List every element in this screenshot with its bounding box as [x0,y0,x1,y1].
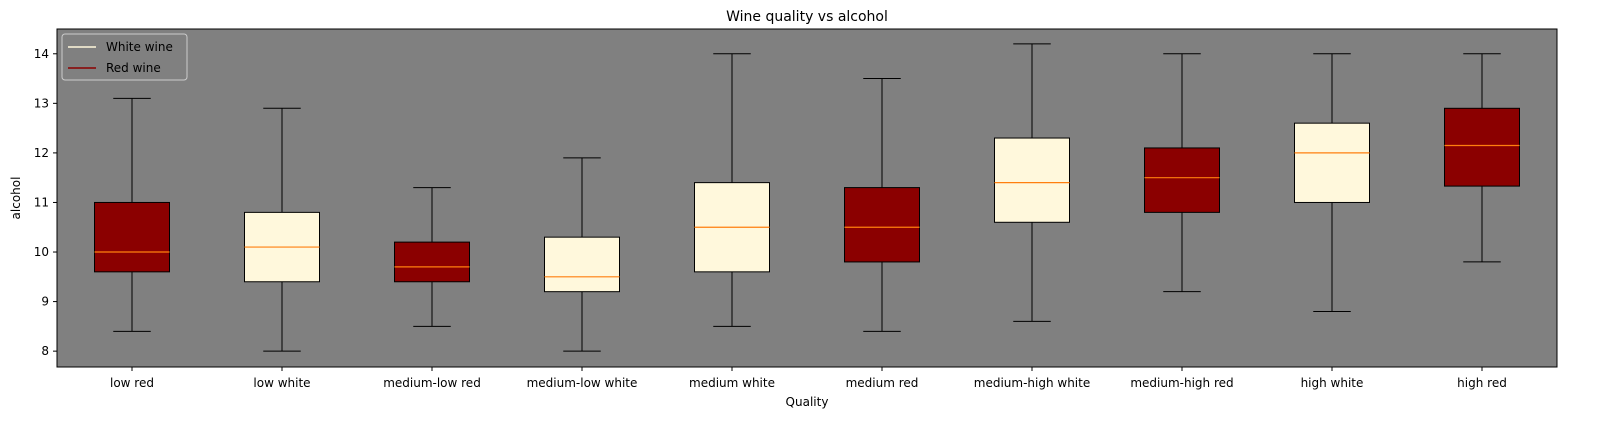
box-iqr [844,187,920,263]
x-tick-label: high white [1301,376,1364,390]
chart-title: Wine quality vs alcohol [726,9,888,25]
box-iqr [94,201,170,273]
y-tick-label: 10 [34,245,49,259]
y-tick-label: 13 [34,96,49,110]
box-iqr [394,241,470,283]
box-medium-white [694,53,770,327]
box-high-white [1294,53,1370,312]
legend-label-red-wine: Red wine [106,61,161,75]
x-tick-label: low red [110,376,154,390]
box-group [94,43,1520,352]
x-axis-label: Quality [786,395,829,409]
y-axis-label: alcohol [9,177,23,220]
y-axis-ticks: 8 9 10 11 12 13 14 [34,47,57,358]
y-tick-label: 12 [34,146,49,160]
y-tick-label: 14 [34,47,49,61]
x-axis-ticks: low red low white medium-low red medium-low… [110,367,1507,390]
box-high-red [1444,53,1520,263]
legend: White wine Red wine [61,33,188,81]
x-tick-label: medium white [689,376,775,390]
box-medium-red [844,78,920,332]
x-tick-label: medium red [846,376,919,390]
x-tick-label: medium-high white [974,376,1090,390]
x-tick-label: medium-high red [1130,376,1233,390]
x-tick-label: medium-low white [527,376,638,390]
box-iqr [544,236,620,293]
box-iqr [1444,107,1520,187]
y-tick-label: 9 [41,295,49,309]
box-low-white [244,107,320,352]
box-iqr [1144,147,1220,213]
box-low-red [94,97,170,332]
box-medium-low-white [544,157,620,352]
x-tick-label: medium-low red [383,376,481,390]
x-tick-label: low white [253,376,310,390]
y-tick-label: 11 [34,195,49,209]
y-tick-label: 8 [41,344,49,358]
x-tick-label: high red [1457,376,1507,390]
box-iqr [1294,122,1370,203]
box-medium-high-red [1144,53,1220,293]
box-iqr [994,137,1070,223]
legend-label-white-wine: White wine [106,40,173,54]
box-medium-low-red [394,187,470,327]
box-medium-high-white [994,43,1070,322]
